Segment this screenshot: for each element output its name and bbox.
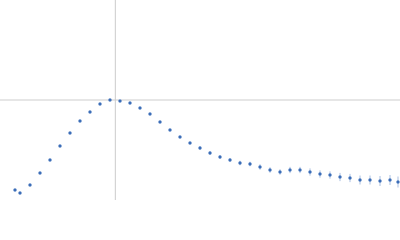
data-point bbox=[68, 131, 72, 135]
data-point bbox=[396, 180, 400, 184]
data-point bbox=[228, 158, 232, 162]
data-point bbox=[258, 165, 262, 169]
data-point bbox=[28, 183, 32, 187]
data-point bbox=[268, 168, 272, 172]
data-point bbox=[378, 179, 382, 183]
page: {"chart_data": {"type": "scatter", "colo… bbox=[0, 0, 400, 200]
data-point bbox=[78, 119, 82, 123]
data-point bbox=[48, 158, 52, 162]
data-point bbox=[18, 191, 22, 195]
data-point bbox=[88, 110, 92, 114]
data-point bbox=[13, 188, 17, 192]
data-point bbox=[308, 170, 312, 174]
data-point bbox=[318, 172, 322, 176]
data-point bbox=[148, 112, 152, 116]
data-point bbox=[298, 168, 302, 172]
chart bbox=[0, 0, 400, 200]
data-point bbox=[328, 173, 332, 177]
data-point bbox=[108, 98, 112, 102]
data-point bbox=[98, 102, 102, 106]
data-point bbox=[388, 178, 392, 182]
data-point bbox=[368, 178, 372, 182]
data-point bbox=[138, 106, 142, 110]
data-point bbox=[278, 170, 282, 174]
data-point bbox=[238, 161, 242, 165]
data-point bbox=[358, 178, 362, 182]
data-point bbox=[128, 101, 132, 105]
data-point bbox=[348, 176, 352, 180]
data-point bbox=[218, 155, 222, 159]
data-point bbox=[198, 146, 202, 150]
data-point bbox=[188, 141, 192, 145]
data-point bbox=[58, 144, 62, 148]
data-point bbox=[178, 135, 182, 139]
data-point bbox=[38, 171, 42, 175]
data-point bbox=[168, 128, 172, 132]
data-point bbox=[208, 151, 212, 155]
data-point bbox=[158, 120, 162, 124]
data-point bbox=[248, 162, 252, 166]
data-point bbox=[288, 168, 292, 172]
data-point bbox=[338, 175, 342, 179]
data-point bbox=[118, 99, 122, 103]
